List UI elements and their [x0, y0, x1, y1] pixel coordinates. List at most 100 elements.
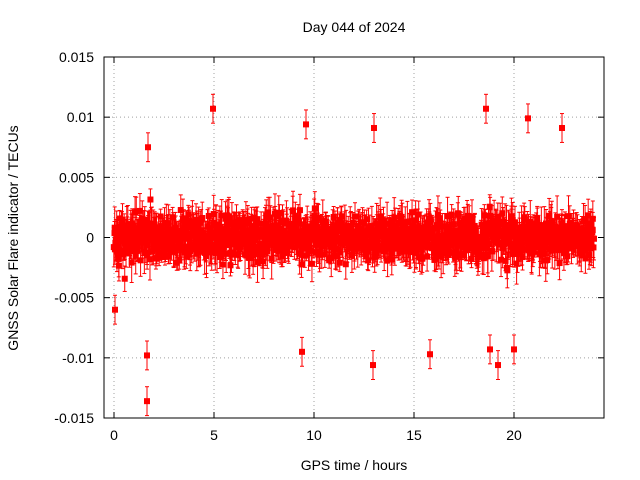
- data-point: [208, 249, 215, 256]
- data-point: [438, 253, 445, 260]
- data-point: [275, 213, 282, 220]
- data-point: [152, 233, 159, 240]
- data-point: [412, 217, 419, 224]
- data-point: [259, 251, 266, 258]
- data-point: [434, 211, 441, 218]
- data-point: [517, 237, 524, 244]
- data-point: [468, 213, 475, 220]
- data-point: [243, 242, 250, 249]
- data-point: [500, 218, 507, 225]
- data-point: [227, 262, 234, 269]
- data-point: [361, 234, 368, 241]
- data-point: [182, 225, 189, 232]
- data-point: [296, 207, 303, 214]
- data-point: [144, 250, 151, 257]
- data-point: [299, 238, 306, 245]
- data-series: [110, 93, 597, 417]
- data-point: [531, 244, 538, 251]
- data-point: [448, 211, 455, 218]
- data-point: [156, 227, 163, 234]
- data-point: [147, 196, 154, 203]
- data-point: [172, 224, 179, 231]
- data-point: [330, 213, 337, 220]
- data-point: [419, 255, 426, 262]
- data-point: [298, 261, 305, 268]
- data-point: [218, 212, 225, 219]
- data-point: [295, 214, 302, 221]
- data-point: [261, 230, 268, 237]
- data-point: [375, 220, 382, 227]
- data-point: [247, 238, 254, 245]
- data-point: [372, 237, 379, 244]
- data-point: [296, 218, 303, 225]
- data-point: [217, 250, 224, 257]
- data-point: [253, 222, 260, 229]
- data-point: [502, 257, 509, 264]
- data-point: [511, 245, 518, 252]
- data-point: [504, 267, 511, 274]
- data-point: [111, 224, 118, 231]
- data-point: [263, 243, 270, 250]
- data-point: [503, 222, 510, 229]
- data-point: [270, 240, 277, 247]
- data-point: [229, 232, 236, 239]
- data-point: [321, 251, 328, 258]
- data-point: [202, 241, 209, 248]
- data-point: [401, 238, 408, 245]
- data-point: [284, 220, 291, 227]
- data-point: [157, 213, 164, 220]
- data-point: [156, 254, 163, 261]
- data-point: [216, 254, 223, 261]
- data-point: [314, 238, 321, 245]
- data-point: [527, 227, 534, 234]
- data-point: [184, 232, 191, 239]
- data-point: [142, 237, 149, 244]
- data-point: [444, 248, 451, 255]
- data-point: [460, 223, 467, 230]
- data-point: [250, 246, 257, 253]
- data-point: [180, 215, 187, 222]
- data-point: [234, 231, 241, 238]
- data-point: [384, 257, 391, 264]
- data-point: [164, 232, 171, 239]
- data-point: [363, 216, 370, 223]
- data-point: [427, 216, 434, 223]
- data-point: [197, 219, 204, 226]
- data-point: [264, 248, 271, 255]
- data-point: [430, 233, 437, 240]
- data-point: [350, 229, 357, 236]
- data-point: [276, 238, 283, 245]
- data-point: [513, 260, 520, 267]
- data-point: [440, 250, 447, 257]
- data-point: [458, 220, 465, 227]
- data-point: [129, 235, 136, 242]
- data-point: [236, 217, 243, 224]
- data-point: [315, 214, 322, 221]
- data-point: [205, 212, 212, 219]
- data-point: [368, 223, 375, 230]
- data-point: [197, 248, 204, 255]
- data-point: [509, 249, 516, 256]
- data-point: [128, 259, 135, 266]
- data-point: [193, 230, 200, 237]
- data-point: [156, 249, 163, 256]
- data-point: [197, 227, 204, 234]
- data-point: [223, 250, 230, 257]
- data-point: [499, 210, 506, 217]
- data-point: [312, 220, 319, 227]
- data-point: [450, 239, 457, 246]
- data-point: [486, 241, 493, 248]
- data-point: [203, 253, 210, 260]
- data-point: [311, 212, 318, 219]
- data-point: [136, 207, 143, 214]
- data-point: [391, 214, 398, 221]
- data-point: [514, 250, 521, 257]
- data-point: [185, 211, 192, 218]
- data-point: [279, 253, 286, 260]
- data-point: [168, 239, 175, 246]
- data-point: [380, 240, 387, 247]
- data-point: [482, 220, 489, 227]
- data-point: [417, 224, 424, 231]
- data-point: [333, 253, 340, 260]
